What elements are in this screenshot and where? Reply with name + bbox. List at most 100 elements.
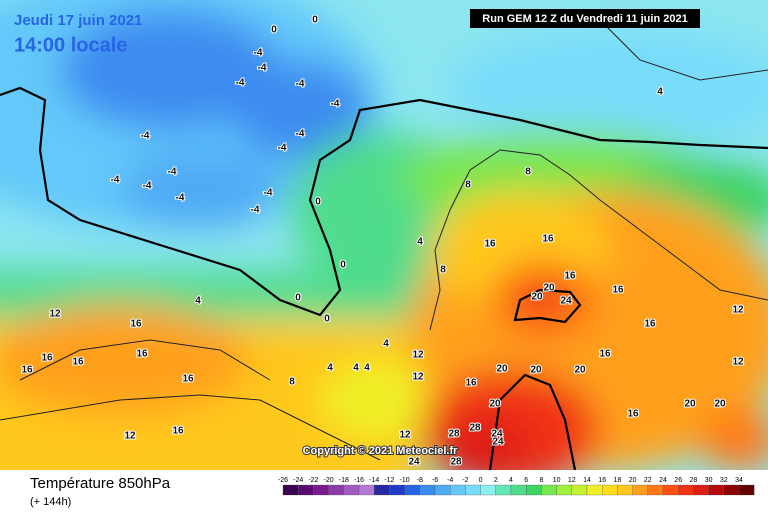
scale-swatch	[450, 484, 466, 496]
scale-label: -10	[400, 477, 410, 484]
scale-label: 14	[583, 477, 591, 484]
coastline	[429, 149, 768, 331]
contour-label: 0	[324, 314, 330, 325]
run-info: Run GEM 12 Z du Vendredi 11 juin 2021	[482, 13, 687, 25]
contour-label: -4	[176, 193, 185, 204]
contour-label: -4	[296, 129, 305, 140]
temperature-field	[0, 0, 768, 470]
contour-label: 4	[657, 87, 663, 98]
contour-label: 12	[412, 350, 424, 361]
contour-label: 16	[136, 349, 148, 360]
contour-label: 16	[612, 285, 624, 296]
forecast-date: Jeudi 17 juin 2021	[14, 12, 142, 29]
scale-swatch	[541, 484, 557, 496]
contour-label: 16	[542, 234, 554, 245]
contour-label: 20	[714, 399, 726, 410]
run-box	[470, 9, 700, 28]
scale-swatch	[602, 484, 618, 496]
contour-label: 16	[182, 374, 194, 385]
contour-label: -4	[143, 181, 152, 192]
scale-swatch	[556, 484, 572, 496]
scale-label: -8	[417, 477, 423, 484]
contour-label: 20	[574, 365, 586, 376]
contour-label: 4	[383, 339, 389, 350]
scale-label: -18	[339, 477, 349, 484]
scale-label: 4	[509, 477, 513, 484]
scale-swatch	[480, 484, 496, 496]
contour-label: 16	[465, 378, 477, 389]
isotherm	[19, 339, 271, 381]
scale-label: -24	[293, 477, 303, 484]
footer-lead: (+ 144h)	[30, 496, 71, 508]
scale-label: -6	[432, 477, 438, 484]
domain-boundary	[0, 86, 768, 317]
contour-label: -4	[331, 99, 340, 110]
scale-label: 10	[553, 477, 561, 484]
scale-swatch	[358, 484, 375, 496]
contour-label: 4	[195, 296, 201, 307]
contour-label: 20	[530, 365, 542, 376]
scale-label: 26	[674, 477, 682, 484]
contour-label: 12	[399, 430, 411, 441]
contour-label: 24	[491, 429, 503, 440]
map-field: 0 0 -4 -4 -4 -4 -4 -4 -4 -4 -4 -4 -4 -4 -4 -4 0 0 0 0 4 12 16 1…	[0, 0, 768, 470]
scale-label: -26	[278, 477, 288, 484]
contour-label: 0	[295, 293, 301, 304]
contour-label: 12	[732, 305, 744, 316]
contour-label: -4	[278, 143, 287, 154]
contour-label: 4	[327, 363, 333, 374]
scale-label: -12	[384, 477, 394, 484]
contour-label: 20	[531, 292, 543, 303]
scale-swatch	[389, 484, 405, 496]
scale-swatch	[693, 484, 709, 496]
forecast-time: 14:00 locale	[14, 34, 127, 56]
scale-label: 34	[735, 477, 743, 484]
contour-label: -4	[254, 48, 263, 59]
contour-label: 12	[49, 309, 61, 320]
scale-swatch	[328, 484, 344, 496]
scale-label: 32	[720, 477, 728, 484]
scale-label: -4	[447, 477, 453, 484]
contour-label: 20	[489, 399, 501, 410]
scale-label: 12	[568, 477, 576, 484]
scale-swatch	[708, 484, 724, 496]
contour-label: 16	[564, 271, 576, 282]
scale-swatch	[586, 484, 603, 496]
contour-label: -4	[251, 205, 260, 216]
contour-label: -4	[258, 63, 267, 74]
contour-label: 0	[312, 15, 318, 26]
scale-label: -16	[354, 477, 364, 484]
scale-swatch	[510, 484, 527, 496]
contour-label: 16	[130, 319, 142, 330]
contour-label: 16	[644, 319, 656, 330]
footer-title: Température 850hPa	[30, 475, 171, 492]
scale-label: 6	[524, 477, 528, 484]
scale-label: -22	[308, 477, 318, 484]
scale-swatch	[526, 484, 542, 496]
scale-swatch	[374, 484, 390, 496]
contour-label: -4	[264, 188, 273, 199]
isotherm-28	[488, 373, 577, 470]
contour-label: 24	[408, 457, 420, 468]
contour-label: 28	[448, 429, 460, 440]
scale-label: 28	[690, 477, 698, 484]
contour-label: 4	[364, 363, 370, 374]
contour-label: 20	[496, 364, 508, 375]
scale-label: -14	[369, 477, 379, 484]
scale-swatch	[313, 484, 329, 496]
contour-label: 16	[599, 349, 611, 360]
scale-swatch	[343, 484, 360, 496]
contour-label: 24	[492, 437, 504, 448]
contour-label: 16	[627, 409, 639, 420]
contour-label: 16	[484, 239, 496, 250]
contour-label: 28	[469, 423, 481, 434]
scale-label: 20	[629, 477, 637, 484]
scale-swatch	[723, 484, 740, 496]
scale-label: 24	[659, 477, 667, 484]
copyright: Copyright © 2021 Meteociel.fr	[303, 445, 459, 457]
contour-label: 8	[525, 167, 531, 178]
isotherm-24	[513, 288, 582, 324]
contour-label: 4	[353, 363, 359, 374]
